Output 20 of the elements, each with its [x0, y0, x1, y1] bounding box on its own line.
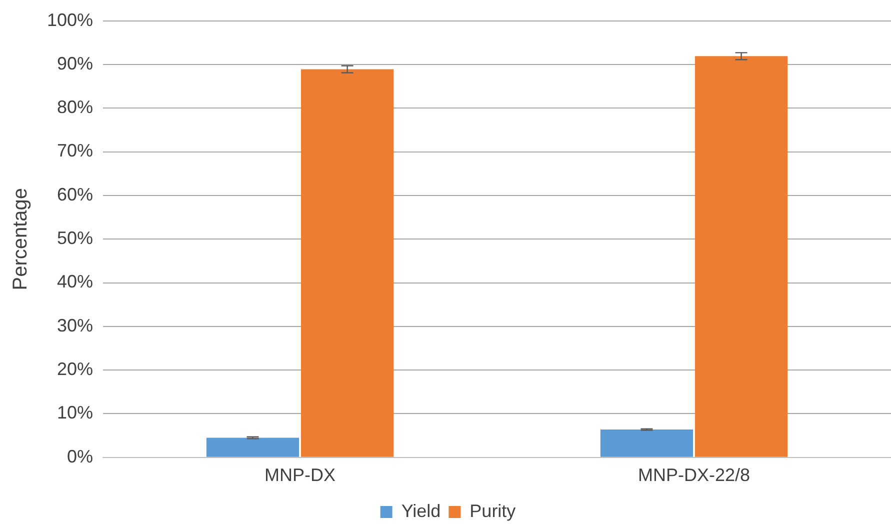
y-tick-label: 60%	[57, 184, 94, 204]
x-tick-label: MNP-DX	[264, 465, 336, 486]
y-tick-label: 90%	[57, 53, 94, 74]
bar	[600, 429, 694, 457]
y-tick-label: 10%	[57, 402, 94, 423]
bar	[694, 56, 788, 457]
y-axis-title: Percentage	[10, 188, 32, 290]
y-tick-label: 80%	[57, 97, 94, 118]
legend-label: Yield	[401, 500, 441, 521]
y-tick-label: 100%	[46, 10, 94, 30]
y-tick-label: 0%	[67, 446, 94, 466]
bar	[300, 69, 394, 457]
y-tick-label: 70%	[57, 140, 94, 161]
x-tick-label: MNP-DX-22/8	[638, 465, 750, 486]
legend-label: Purity	[470, 500, 516, 521]
y-tick-label: 40%	[57, 272, 94, 292]
y-tick-label: 50%	[57, 228, 94, 248]
y-tick-label: 30%	[57, 315, 94, 336]
y-tick-label: 20%	[57, 359, 94, 380]
bar	[206, 438, 300, 457]
